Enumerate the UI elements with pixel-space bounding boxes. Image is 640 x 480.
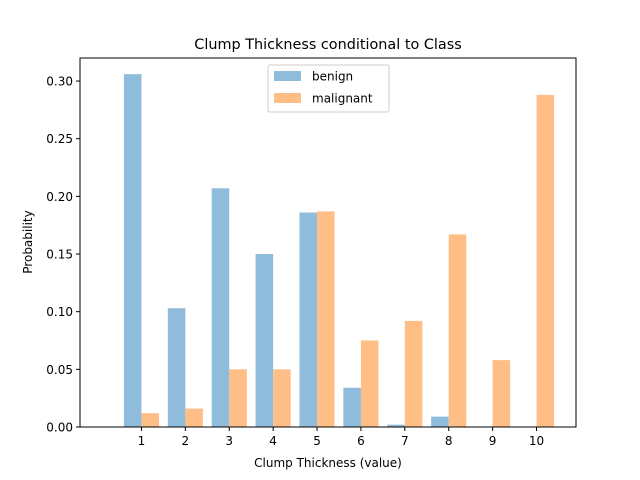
- bar-malignant-1: [141, 413, 160, 427]
- x-axis-title: Clump Thickness (value): [254, 456, 402, 470]
- bar-malignant-2: [185, 408, 203, 427]
- x-tick-label: 8: [445, 434, 453, 448]
- bar-benign-6: [343, 387, 361, 427]
- x-tick-label: 4: [269, 434, 277, 448]
- chart-title: Clump Thickness conditional to Class: [194, 37, 461, 53]
- bar-benign-2: [167, 308, 186, 427]
- bar-malignant-5: [317, 211, 335, 427]
- x-ticks-group: 1 2 3 4 5 6 7 8 9 10: [138, 427, 544, 448]
- bar-malignant-9: [492, 360, 511, 427]
- y-tick-label: 0.05: [46, 363, 73, 377]
- x-tick-label: 1: [138, 434, 146, 448]
- x-tick-label: 2: [182, 434, 190, 448]
- x-tick-label: 10: [529, 434, 544, 448]
- bar-benign-3: [211, 188, 230, 427]
- legend: benign malignant: [267, 64, 390, 113]
- y-tick-label: 0.20: [46, 190, 73, 204]
- y-axis-title: Probability: [21, 210, 35, 273]
- y-tick-label: 0.25: [46, 132, 73, 146]
- bar-malignant-6: [360, 340, 379, 427]
- bar-benign-8: [431, 416, 449, 427]
- legend-label-malignant: malignant: [312, 92, 373, 106]
- bar-malignant-4: [273, 369, 291, 427]
- bar-malignant-10: [536, 94, 555, 428]
- y-tick-label: 0.30: [46, 75, 73, 89]
- bar-malignant-3: [229, 369, 247, 427]
- x-tick-label: 9: [489, 434, 497, 448]
- bars-group: [123, 74, 555, 428]
- legend-swatch-benign: [274, 71, 301, 81]
- bar-malignant-7: [404, 320, 423, 427]
- bar-benign-1: [123, 74, 142, 428]
- plot-frame: [79, 57, 577, 428]
- bar-benign-7: [387, 424, 405, 427]
- legend-swatch-malignant: [274, 93, 301, 103]
- y-tick-label: 0.15: [46, 248, 73, 262]
- x-tick-label: 3: [225, 434, 233, 448]
- bar-benign-4: [255, 254, 274, 427]
- x-tick-label: 7: [401, 434, 409, 448]
- y-ticks-group: 0.00 0.05 0.10 0.15 0.20 0.25 0.30: [46, 75, 80, 435]
- y-tick-label: 0.10: [46, 305, 73, 319]
- bar-malignant-8: [448, 234, 467, 427]
- x-tick-label: 6: [357, 434, 365, 448]
- bar-benign-5: [299, 212, 318, 427]
- x-tick-label: 5: [313, 434, 321, 448]
- legend-label-benign: benign: [312, 70, 353, 84]
- y-tick-label: 0.00: [46, 421, 73, 435]
